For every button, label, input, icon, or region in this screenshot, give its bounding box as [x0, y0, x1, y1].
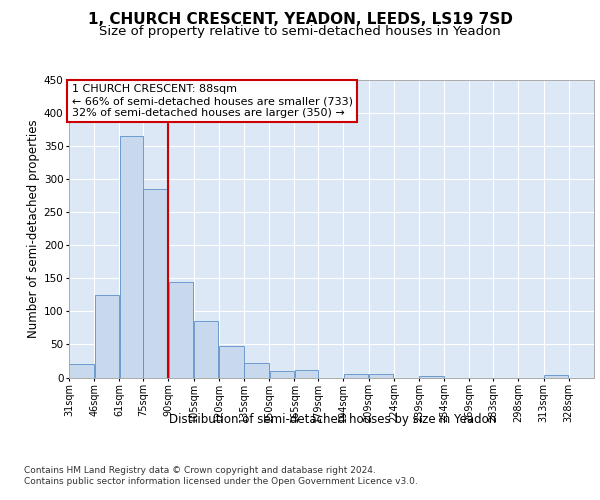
Bar: [244, 363, 269, 378]
Text: Contains HM Land Registry data © Crown copyright and database right 2024.: Contains HM Land Registry data © Crown c…: [24, 466, 376, 475]
Bar: [194, 322, 218, 378]
Bar: [219, 346, 244, 378]
Bar: [369, 374, 394, 378]
Bar: [295, 370, 317, 378]
Bar: [120, 136, 143, 378]
Bar: [70, 364, 94, 378]
Bar: [143, 189, 168, 378]
Bar: [419, 376, 444, 378]
Text: Size of property relative to semi-detached houses in Yeadon: Size of property relative to semi-detach…: [99, 25, 501, 38]
Y-axis label: Number of semi-detached properties: Number of semi-detached properties: [26, 120, 40, 338]
Text: Distribution of semi-detached houses by size in Yeadon: Distribution of semi-detached houses by …: [169, 412, 497, 426]
Bar: [269, 371, 294, 378]
Bar: [344, 374, 368, 378]
Bar: [544, 375, 568, 378]
Text: 1 CHURCH CRESCENT: 88sqm
← 66% of semi-detached houses are smaller (733)
32% of : 1 CHURCH CRESCENT: 88sqm ← 66% of semi-d…: [71, 84, 353, 117]
Bar: [169, 282, 193, 378]
Bar: [95, 295, 119, 378]
Text: 1, CHURCH CRESCENT, YEADON, LEEDS, LS19 7SD: 1, CHURCH CRESCENT, YEADON, LEEDS, LS19 …: [88, 12, 512, 28]
Text: Contains public sector information licensed under the Open Government Licence v3: Contains public sector information licen…: [24, 478, 418, 486]
